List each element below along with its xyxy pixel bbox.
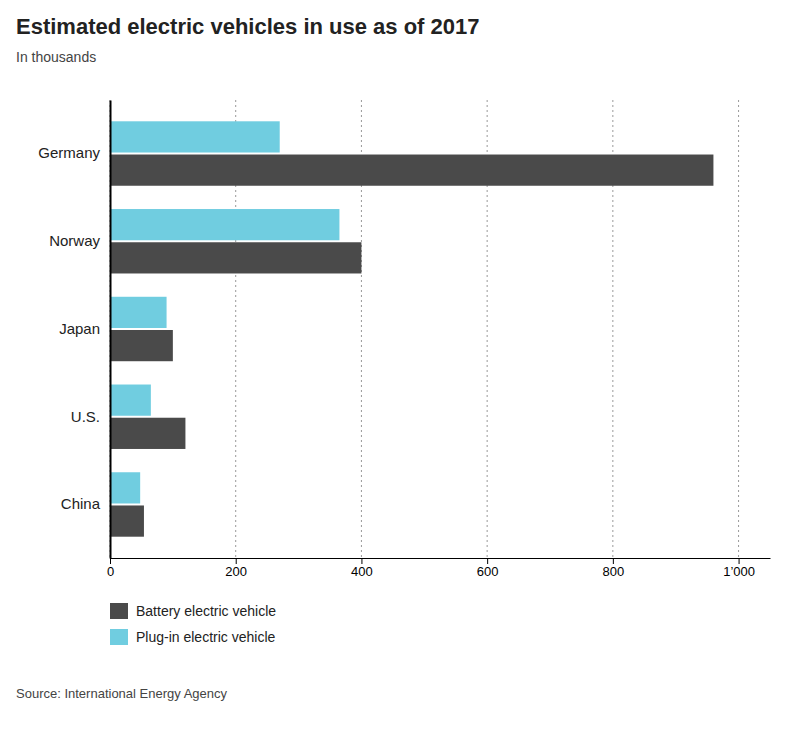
bar — [110, 209, 339, 240]
y-tick-label: U.S. — [71, 408, 100, 425]
grid-line — [738, 100, 739, 558]
x-tick-mark — [236, 558, 237, 564]
subtitle: In thousands — [16, 49, 96, 65]
x-tick: 400 — [351, 558, 373, 579]
legend-item: Plug-in electric vehicle — [110, 629, 275, 645]
x-axis: 0 200 400 600 800 1’000 — [107, 558, 771, 579]
x-tick-mark — [613, 558, 614, 564]
x-tick: 0 — [107, 558, 114, 579]
x-tick: 800 — [603, 558, 625, 579]
x-tick-label: 400 — [351, 564, 373, 579]
grid-line — [110, 100, 111, 558]
y-tick: Japan — [59, 320, 100, 337]
x-tick-mark — [361, 558, 362, 564]
y-tick-label: China — [61, 495, 101, 512]
x-tick: 200 — [225, 558, 247, 579]
grid — [110, 100, 739, 558]
bar — [110, 418, 185, 449]
chart: Estimated electric vehicles in use as of… — [0, 0, 800, 738]
y-tick: Germany — [38, 144, 100, 161]
x-tick-mark — [739, 558, 740, 564]
y-axis-line — [110, 101, 112, 559]
x-tick-label: 0 — [107, 564, 114, 579]
legend-label: Plug-in electric vehicle — [136, 629, 275, 645]
x-tick-label: 200 — [225, 564, 247, 579]
x-tick-label: 800 — [603, 564, 625, 579]
y-tick: Norway — [49, 232, 100, 249]
y-axis: Germany Norway Japan U.S. China — [38, 101, 110, 559]
bars — [110, 121, 713, 536]
x-axis-line — [111, 558, 771, 559]
legend-item: Battery electric vehicle — [110, 603, 276, 619]
y-tick: U.S. — [71, 408, 100, 425]
bar — [110, 385, 151, 416]
bar — [110, 505, 144, 536]
x-tick-mark — [487, 558, 488, 564]
bar — [110, 330, 173, 361]
x-tick: 1’000 — [723, 558, 755, 579]
source: Source: International Energy Agency — [16, 686, 228, 701]
title: Estimated electric vehicles in use as of… — [16, 14, 479, 39]
y-tick: China — [61, 495, 101, 512]
x-tick-mark — [110, 558, 111, 564]
legend: Battery electric vehicle Plug-in electric… — [110, 603, 276, 645]
x-tick-label: 1’000 — [723, 564, 755, 579]
y-tick-label: Japan — [59, 320, 100, 337]
x-tick-label: 600 — [477, 564, 499, 579]
x-tick: 600 — [477, 558, 499, 579]
bar — [110, 121, 280, 152]
bar — [110, 242, 361, 273]
plot: 0 200 400 600 800 1’000 Germany Norway Japan U.S.… — [38, 100, 770, 579]
y-tick-label: Germany — [38, 144, 100, 161]
bar — [110, 297, 167, 328]
legend-swatch — [110, 603, 128, 619]
legend-swatch — [110, 629, 128, 645]
legend-label: Battery electric vehicle — [136, 603, 276, 619]
bar — [110, 472, 140, 503]
y-tick-label: Norway — [49, 232, 100, 249]
bar — [110, 155, 713, 186]
